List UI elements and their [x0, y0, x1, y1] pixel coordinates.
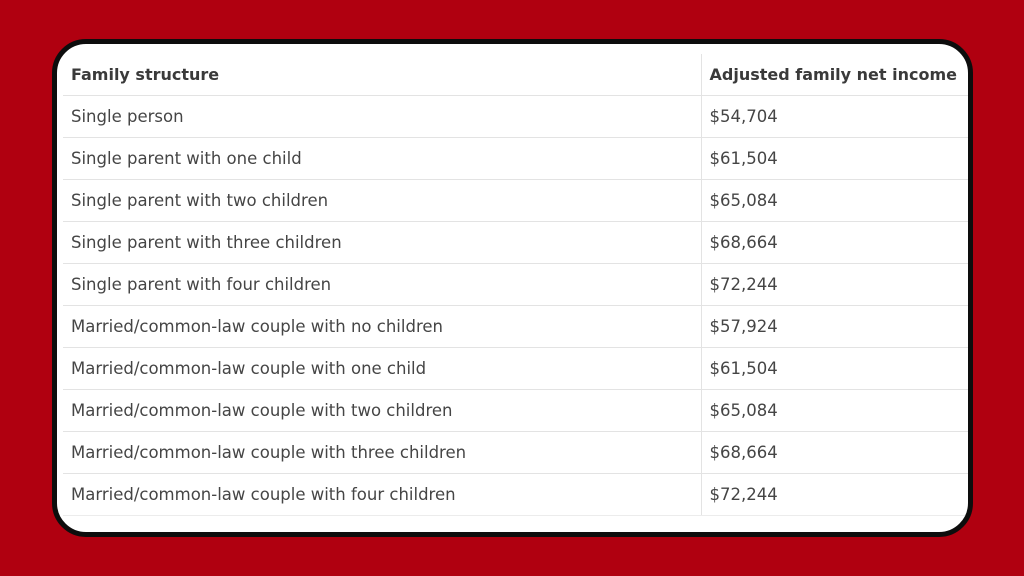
table-row: Single parent with three children $68,66… — [63, 221, 968, 264]
income-table: Family structure Adjusted family net inc… — [63, 54, 968, 516]
table-row: Married/common-law couple with three chi… — [63, 431, 968, 474]
table-row: Single parent with four children $72,244 — [63, 263, 968, 306]
header-adjusted-income: Adjusted family net income — [700, 54, 968, 96]
income-cell: $61,504 — [700, 347, 968, 390]
table-header-row: Family structure Adjusted family net inc… — [63, 54, 968, 96]
family-structure-cell: Married/common-law couple with no childr… — [63, 305, 701, 348]
family-structure-cell: Single parent with one child — [63, 137, 701, 180]
family-structure-cell: Married/common-law couple with four chil… — [63, 473, 701, 516]
income-cell: $68,664 — [700, 221, 968, 264]
table-card: Family structure Adjusted family net inc… — [52, 39, 973, 537]
table-row: Single parent with two children $65,084 — [63, 179, 968, 222]
table-row: Married/common-law couple with no childr… — [63, 305, 968, 348]
table-container: Family structure Adjusted family net inc… — [63, 54, 968, 516]
income-cell: $72,244 — [700, 473, 968, 516]
table-row: Single parent with one child $61,504 — [63, 137, 968, 180]
family-structure-cell: Single parent with two children — [63, 179, 701, 222]
family-structure-cell: Married/common-law couple with one child — [63, 347, 701, 390]
income-cell: $65,084 — [700, 389, 968, 432]
table-row: Single person $54,704 — [63, 95, 968, 138]
family-structure-cell: Married/common-law couple with two child… — [63, 389, 701, 432]
income-cell: $54,704 — [700, 95, 968, 138]
table-row: Married/common-law couple with four chil… — [63, 473, 968, 516]
income-cell: $65,084 — [700, 179, 968, 222]
family-structure-cell: Single parent with four children — [63, 263, 701, 306]
family-structure-cell: Single person — [63, 95, 701, 138]
income-cell: $68,664 — [700, 431, 968, 474]
family-structure-cell: Married/common-law couple with three chi… — [63, 431, 701, 474]
header-family-structure: Family structure — [63, 54, 701, 96]
table-row: Married/common-law couple with one child… — [63, 347, 968, 390]
income-cell: $61,504 — [700, 137, 968, 180]
family-structure-cell: Single parent with three children — [63, 221, 701, 264]
income-cell: $57,924 — [700, 305, 968, 348]
table-row: Married/common-law couple with two child… — [63, 389, 968, 432]
income-cell: $72,244 — [700, 263, 968, 306]
